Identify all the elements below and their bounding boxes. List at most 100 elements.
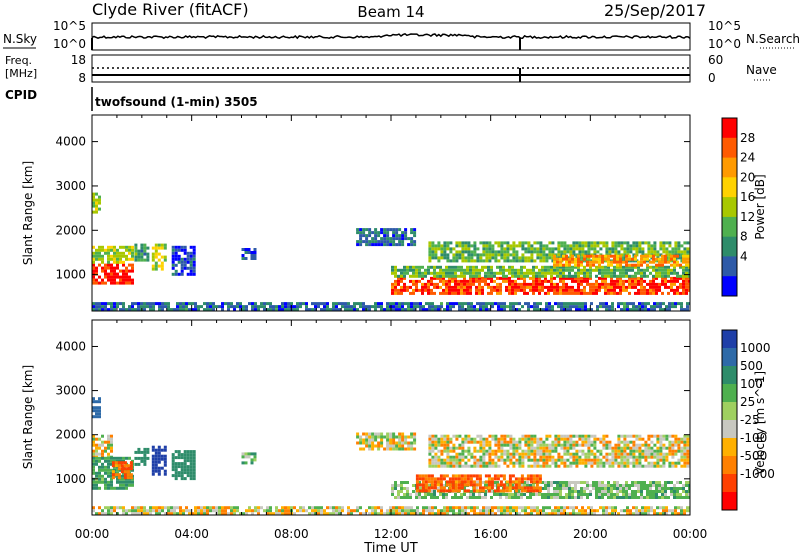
- power-cell: [559, 257, 562, 261]
- power-cell: [682, 271, 685, 275]
- power-cell: [640, 271, 643, 275]
- power-cell: [131, 308, 134, 311]
- velocity-cell: [403, 493, 406, 496]
- velocity-cell: [380, 438, 384, 442]
- power-cell: [177, 245, 181, 249]
- velocity-cell: [302, 509, 305, 513]
- velocity-cell: [186, 471, 190, 475]
- power-cell: [535, 265, 538, 269]
- velocity-cell: [478, 486, 482, 490]
- power-cell: [626, 250, 630, 254]
- power-cell: [662, 250, 666, 254]
- power-cell: [508, 271, 511, 275]
- velocity-cell: [584, 443, 588, 447]
- velocity-cell: [661, 487, 664, 490]
- velocity-cell: [650, 452, 654, 456]
- power-cell: [571, 254, 574, 258]
- power-cell: [604, 279, 607, 283]
- power-cell: [171, 245, 175, 249]
- power-cell: [619, 276, 622, 280]
- power-cell: [616, 282, 619, 286]
- power-cell: [569, 247, 573, 251]
- velocity-cell: [623, 452, 627, 456]
- velocity-cell: [623, 446, 627, 450]
- power-cell: [391, 268, 394, 272]
- velocity-cell: [484, 496, 487, 499]
- velocity-cell: [677, 446, 681, 450]
- power-cell: [613, 288, 616, 292]
- velocity-cell: [107, 468, 110, 472]
- power-cell: [242, 305, 245, 309]
- velocity-cell: [500, 509, 503, 513]
- velocity-cell: [174, 465, 178, 469]
- power-cell: [568, 263, 571, 267]
- power-cell: [574, 276, 577, 280]
- velocity-cell: [596, 458, 600, 462]
- velocity-cell: [496, 481, 499, 484]
- power-cell: [605, 302, 608, 306]
- power-cell: [659, 241, 663, 245]
- power-cell: [551, 247, 555, 251]
- velocity-cell: [371, 432, 375, 436]
- power-cell: [359, 302, 362, 306]
- power-cell: [623, 250, 627, 254]
- power-cell: [572, 250, 576, 254]
- power-cell: [134, 302, 137, 306]
- velocity-cell: [443, 509, 446, 513]
- power-cell: [523, 276, 526, 280]
- velocity-cell: [479, 464, 483, 468]
- power-cell: [637, 276, 640, 280]
- power-cell: [427, 265, 430, 269]
- velocity-cell: [643, 487, 646, 490]
- velocity-cell: [542, 455, 546, 459]
- velocity-cell: [454, 480, 458, 484]
- power-cell: [95, 204, 98, 208]
- velocity-cell: [443, 512, 446, 515]
- power-cell: [383, 240, 387, 244]
- power-cell: [649, 291, 652, 295]
- power-cell: [569, 250, 573, 254]
- velocity-cell: [101, 512, 104, 515]
- velocity-cell: [494, 434, 498, 438]
- power-cell: [577, 291, 580, 295]
- power-cell: [398, 308, 401, 311]
- velocity-cell: [680, 464, 684, 468]
- velocity-cell: [503, 440, 507, 444]
- power-cell: [544, 268, 547, 272]
- velocity-cell: [671, 464, 675, 468]
- power-cell: [146, 305, 149, 309]
- velocity-cell: [320, 509, 323, 513]
- velocity-cell: [92, 434, 95, 438]
- velocity-cell: [467, 434, 471, 438]
- velocity-cell: [113, 509, 116, 513]
- power-cell: [548, 256, 552, 260]
- power-cell: [634, 254, 637, 258]
- velocity-cell: [643, 496, 646, 499]
- power-cell: [101, 266, 104, 270]
- power-cell: [544, 285, 547, 289]
- power-cell: [596, 308, 599, 311]
- power-cell: [332, 305, 335, 309]
- velocity-cell: [186, 474, 190, 478]
- velocity-cell: [620, 458, 624, 462]
- power-cell: [578, 244, 582, 248]
- velocity-cell: [437, 449, 441, 453]
- power-cell: [478, 274, 481, 278]
- velocity-cell: [574, 490, 577, 493]
- velocity-cell: [92, 462, 95, 466]
- power-cell: [125, 266, 128, 270]
- velocity-cell: [653, 512, 656, 515]
- power-cell: [569, 253, 573, 257]
- velocity-cell: [174, 471, 178, 475]
- power-cell: [430, 279, 433, 283]
- velocity-cell: [163, 445, 167, 449]
- power-cell: [473, 253, 477, 257]
- velocity-cell: [189, 450, 193, 454]
- velocity-cell: [518, 452, 522, 456]
- velocity-cell: [685, 493, 688, 496]
- velocity-cell: [505, 493, 508, 496]
- power-cell: [140, 246, 144, 250]
- velocity-cell: [170, 512, 173, 515]
- power-cell: [209, 305, 212, 309]
- power-cell: [446, 302, 449, 306]
